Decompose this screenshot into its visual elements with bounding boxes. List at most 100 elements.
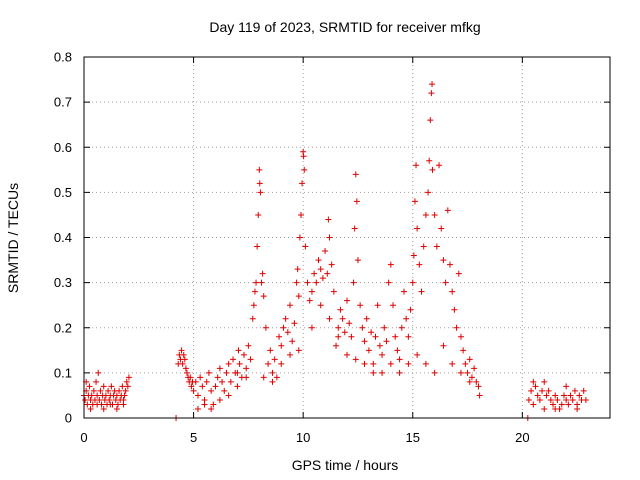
data-point	[322, 248, 329, 255]
data-point	[203, 378, 210, 385]
data-point	[468, 374, 475, 381]
data-point	[122, 387, 129, 394]
data-point	[460, 347, 467, 354]
data-point	[442, 279, 449, 286]
data-point	[247, 356, 254, 363]
data-point	[120, 401, 127, 408]
data-point	[525, 396, 532, 403]
data-point	[379, 351, 386, 358]
data-point	[258, 279, 265, 286]
data-point	[94, 401, 101, 408]
data-point	[289, 338, 296, 345]
data-point	[326, 234, 333, 241]
data-point	[438, 225, 445, 232]
data-point	[251, 288, 258, 295]
data-point	[418, 288, 425, 295]
data-point	[326, 315, 333, 322]
data-point	[90, 387, 97, 394]
data-point	[353, 198, 360, 205]
data-point	[93, 378, 100, 385]
data-point	[552, 405, 559, 412]
data-point	[394, 347, 401, 354]
data-point	[223, 369, 230, 376]
data-point	[260, 374, 267, 381]
data-point	[422, 211, 429, 218]
data-point	[219, 378, 226, 385]
data-point	[311, 270, 318, 277]
data-point	[95, 369, 102, 376]
data-point	[407, 306, 414, 313]
data-point	[328, 261, 335, 268]
data-point	[262, 324, 269, 331]
data-point	[569, 396, 576, 403]
data-point	[409, 279, 416, 286]
axis-ticks	[83, 56, 610, 419]
data-point	[295, 347, 302, 354]
data-point	[124, 383, 131, 390]
data-point	[363, 315, 370, 322]
x-tick-label: 0	[80, 430, 87, 445]
y-tick-label: 0.7	[54, 95, 72, 110]
data-point	[313, 279, 320, 286]
data-point	[208, 387, 215, 394]
data-point	[184, 369, 191, 376]
data-point	[398, 324, 405, 331]
data-point	[199, 383, 206, 390]
data-point	[108, 383, 115, 390]
data-point	[464, 369, 471, 376]
data-point	[368, 329, 375, 336]
data-point	[414, 351, 421, 358]
data-point	[563, 396, 570, 403]
data-point	[534, 392, 541, 399]
data-point	[178, 347, 185, 354]
data-point	[225, 392, 232, 399]
data-point	[411, 198, 418, 205]
data-point	[210, 401, 217, 408]
data-point	[250, 302, 257, 309]
data-point	[528, 387, 535, 394]
data-point	[269, 378, 276, 385]
data-point	[444, 207, 451, 214]
data-point	[396, 369, 403, 376]
data-point	[457, 369, 464, 376]
data-point	[287, 351, 294, 358]
data-point	[530, 378, 537, 385]
data-point	[256, 180, 263, 187]
data-point	[317, 302, 324, 309]
x-tick-label: 5	[190, 430, 197, 445]
grid-lines	[84, 57, 610, 418]
x-axis-label: GPS time / hours	[292, 457, 399, 473]
data-point	[256, 166, 263, 173]
data-point	[243, 365, 250, 372]
data-point	[392, 333, 399, 340]
data-point	[405, 333, 412, 340]
data-point	[539, 387, 546, 394]
data-point	[86, 383, 93, 390]
data-point	[440, 257, 447, 264]
data-point	[257, 189, 264, 196]
data-point	[580, 387, 587, 394]
data-point	[121, 392, 128, 399]
data-point	[308, 288, 315, 295]
data-point	[87, 405, 94, 412]
data-point	[387, 261, 394, 268]
data-point	[243, 374, 250, 381]
data-point	[106, 396, 113, 403]
data-point	[180, 351, 187, 358]
data-point	[293, 279, 300, 286]
data-point	[216, 365, 223, 372]
data-point	[379, 369, 386, 376]
data-point	[192, 378, 199, 385]
data-point	[88, 392, 95, 399]
y-tick-label: 0.6	[54, 140, 72, 155]
data-point	[348, 333, 355, 340]
data-point	[96, 396, 103, 403]
data-point	[341, 329, 348, 336]
data-point	[431, 211, 438, 218]
data-point	[205, 369, 212, 376]
data-point	[370, 369, 377, 376]
data-point	[462, 360, 469, 367]
data-point	[324, 270, 331, 277]
data-point	[422, 360, 429, 367]
data-point	[100, 383, 107, 390]
